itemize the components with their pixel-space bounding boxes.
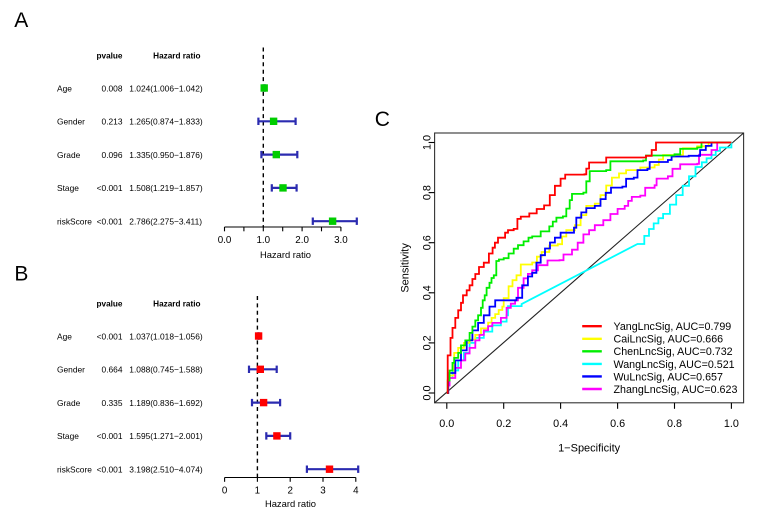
svg-text:1.037(1.018−1.056): 1.037(1.018−1.056)	[129, 331, 203, 341]
svg-text:1.335(0.950−1.876): 1.335(0.950−1.876)	[129, 150, 203, 160]
svg-text:1.0: 1.0	[724, 418, 739, 430]
svg-text:Hazard ratio: Hazard ratio	[260, 249, 311, 260]
svg-text:<0.001: <0.001	[97, 331, 123, 341]
svg-text:Sensitivity: Sensitivity	[399, 243, 411, 293]
svg-text:Grade: Grade	[57, 150, 81, 160]
svg-text:WuLncSig, AUC=0.657: WuLncSig, AUC=0.657	[614, 371, 723, 383]
svg-text:pvalue: pvalue	[97, 51, 123, 60]
svg-text:WangLncSig, AUC=0.521: WangLncSig, AUC=0.521	[614, 359, 735, 371]
svg-text:1.265(0.874−1.833): 1.265(0.874−1.833)	[129, 117, 203, 127]
svg-text:0.213: 0.213	[102, 117, 123, 127]
svg-text:Age: Age	[57, 331, 72, 341]
svg-text:0.335: 0.335	[102, 398, 123, 408]
svg-text:A: A	[14, 9, 28, 32]
svg-text:Gender: Gender	[57, 117, 85, 127]
svg-text:pvalue: pvalue	[97, 299, 123, 308]
svg-text:Grade: Grade	[57, 398, 81, 408]
svg-text:1.088(0.745−1.588): 1.088(0.745−1.588)	[129, 365, 203, 375]
svg-text:1.508(1.219−1.857): 1.508(1.219−1.857)	[129, 183, 203, 193]
svg-text:<0.001: <0.001	[97, 217, 123, 227]
svg-text:<0.001: <0.001	[97, 431, 123, 441]
svg-text:0.0: 0.0	[422, 385, 434, 400]
svg-text:ChenLncSig, AUC=0.732: ChenLncSig, AUC=0.732	[614, 346, 733, 358]
svg-text:<0.001: <0.001	[97, 465, 123, 475]
svg-text:1.0: 1.0	[422, 135, 434, 150]
svg-text:3: 3	[320, 485, 326, 496]
svg-text:1.595(1.271−2.001): 1.595(1.271−2.001)	[129, 431, 203, 441]
svg-text:0.8: 0.8	[667, 418, 682, 430]
svg-text:ZhangLncSig, AUC=0.623: ZhangLncSig, AUC=0.623	[614, 384, 738, 396]
svg-text:Gender: Gender	[57, 365, 85, 375]
svg-text:3.0: 3.0	[334, 235, 348, 246]
svg-text:0.2: 0.2	[422, 335, 434, 350]
svg-text:riskScore: riskScore	[57, 217, 92, 227]
svg-text:0.0: 0.0	[439, 418, 454, 430]
svg-text:Hazard ratio: Hazard ratio	[265, 498, 316, 509]
svg-text:YangLncSig, AUC=0.799: YangLncSig, AUC=0.799	[614, 321, 732, 333]
svg-text:Age: Age	[57, 83, 72, 93]
svg-text:0.6: 0.6	[422, 235, 434, 250]
svg-text:C: C	[375, 108, 390, 131]
svg-text:0.4: 0.4	[422, 285, 434, 300]
svg-text:riskScore: riskScore	[57, 465, 92, 475]
svg-text:1.024(1.006−1.042): 1.024(1.006−1.042)	[129, 83, 203, 93]
svg-text:0.008: 0.008	[102, 83, 123, 93]
svg-text:1−Specificity: 1−Specificity	[558, 443, 621, 455]
svg-text:Stage: Stage	[57, 183, 79, 193]
svg-text:0.664: 0.664	[102, 365, 123, 375]
svg-text:2.0: 2.0	[295, 235, 309, 246]
svg-text:0.0: 0.0	[218, 235, 232, 246]
svg-text:0.6: 0.6	[610, 418, 625, 430]
svg-text:1.189(0.836−1.692): 1.189(0.836−1.692)	[129, 398, 203, 408]
svg-text:0.2: 0.2	[496, 418, 511, 430]
svg-text:1.0: 1.0	[256, 235, 270, 246]
svg-text:4: 4	[353, 485, 359, 496]
svg-text:Hazard ratio: Hazard ratio	[153, 299, 200, 308]
svg-text:CaiLncSig, AUC=0.666: CaiLncSig, AUC=0.666	[614, 334, 724, 346]
svg-text:1: 1	[255, 485, 260, 496]
svg-text:0.4: 0.4	[553, 418, 568, 430]
svg-text:3.198(2.510−4.074): 3.198(2.510−4.074)	[129, 465, 203, 475]
svg-text:Hazard ratio: Hazard ratio	[153, 51, 200, 60]
svg-text:Stage: Stage	[57, 431, 79, 441]
svg-text:<0.001: <0.001	[97, 183, 123, 193]
svg-text:0.8: 0.8	[422, 185, 434, 200]
svg-text:0.096: 0.096	[102, 150, 123, 160]
svg-text:2.786(2.275−3.411): 2.786(2.275−3.411)	[129, 217, 202, 227]
svg-text:2: 2	[287, 485, 292, 496]
svg-text:0: 0	[222, 485, 228, 496]
svg-text:B: B	[14, 262, 28, 285]
